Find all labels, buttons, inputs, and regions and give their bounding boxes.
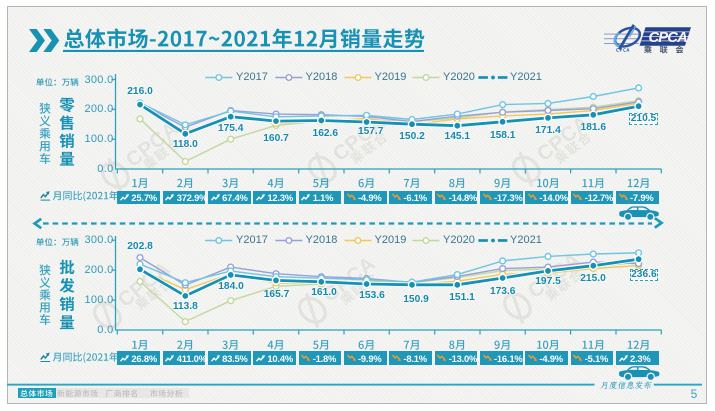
svg-text:CPCA: CPCA	[649, 30, 688, 46]
